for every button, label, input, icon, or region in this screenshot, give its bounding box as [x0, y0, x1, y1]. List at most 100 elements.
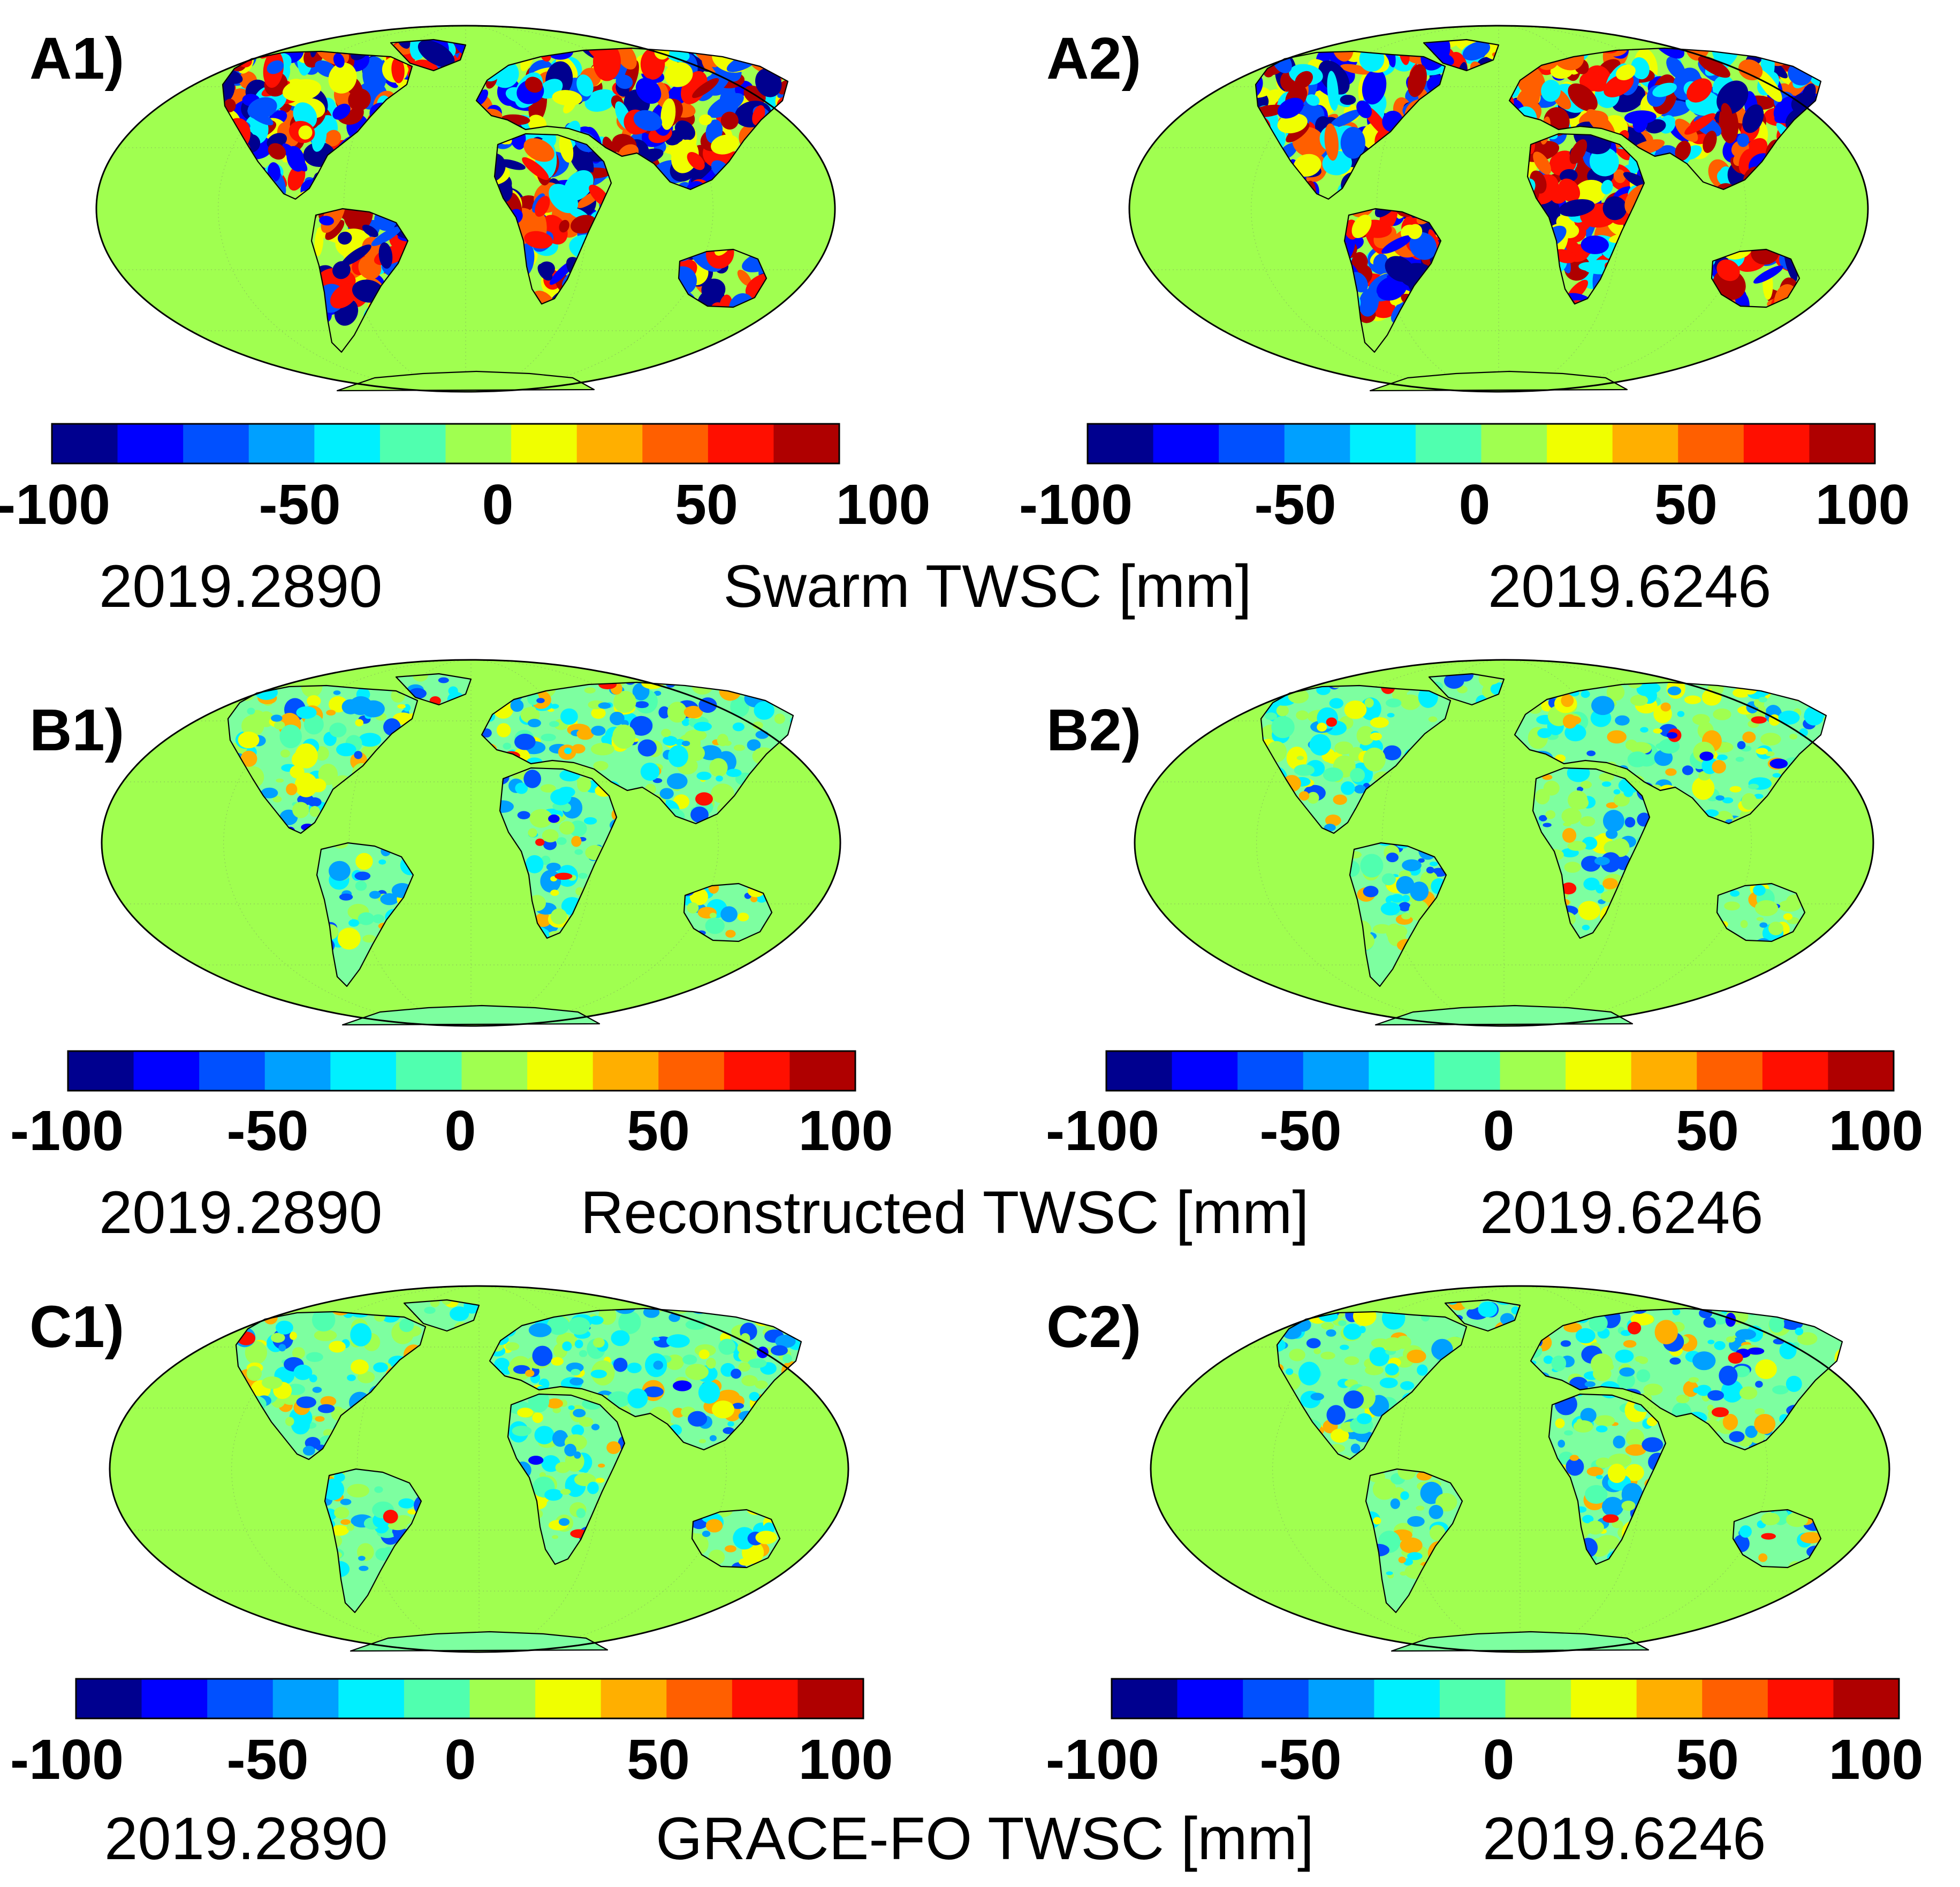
anomaly-blob: [1373, 924, 1392, 934]
anomaly-blob: [1811, 682, 1826, 697]
tick-b2-neg50: -50: [1259, 1099, 1342, 1162]
graticule-meridian: [1251, 26, 1746, 392]
anomaly-blob: [1703, 1317, 1716, 1328]
anomaly-blob: [755, 68, 782, 97]
anomaly-blob: [228, 693, 234, 699]
anomaly-blob: [1385, 698, 1402, 707]
colorbar-bin: [1743, 424, 1810, 463]
anomaly-blob: [770, 1345, 788, 1356]
anomaly-blob: [590, 743, 614, 756]
anomaly-blob: [1400, 1571, 1407, 1576]
anomaly-blob: [591, 1424, 600, 1431]
row-title-b: Reconstructed TWSC [mm]: [580, 1179, 1309, 1246]
anomaly-blob: [330, 1525, 349, 1536]
coastline-africa: [507, 1393, 626, 1565]
anomaly-blob: [296, 706, 317, 719]
coastline-south-america: [1349, 842, 1447, 987]
anomaly-blob: [1790, 40, 1803, 45]
anomaly-blob: [523, 770, 541, 788]
anomaly-blob: [727, 1421, 734, 1427]
anomaly-blob: [1772, 773, 1781, 778]
anomaly-blob: [564, 747, 572, 755]
anomaly-blob: [774, 713, 785, 724]
tick-b1-100: 100: [798, 1099, 893, 1162]
anomaly-blob: [1779, 1342, 1797, 1359]
anomaly-blob: [723, 1427, 735, 1434]
anomaly-blob: [540, 870, 561, 893]
anomaly-blob: [329, 1341, 346, 1353]
anomaly-blob: [351, 1359, 369, 1375]
anomaly-blob: [424, 1306, 436, 1314]
colorbar-bin: [199, 1051, 265, 1091]
anomaly-blob: [308, 797, 322, 807]
map-border: [95, 25, 836, 393]
anomaly-blob: [732, 1403, 744, 1409]
anomaly-blob: [698, 114, 712, 126]
anomaly-blob: [1652, 82, 1677, 97]
anomaly-blob: [551, 1357, 564, 1366]
anomaly-blob: [749, 687, 757, 694]
anomaly-blob: [1778, 900, 1801, 912]
anomaly-blob: [547, 1316, 569, 1335]
anomaly-blob: [528, 1456, 544, 1465]
colorbar-bin: [404, 1679, 470, 1718]
anomaly-blob: [1759, 922, 1768, 928]
anomaly-blob: [319, 216, 334, 226]
coastline-greenland: [390, 39, 467, 72]
anomaly-blob: [750, 895, 758, 903]
anomaly-blob: [737, 912, 749, 922]
anomaly-blob: [1330, 109, 1362, 128]
colorbar-bin: [396, 1051, 462, 1091]
anomaly-blob: [766, 1310, 786, 1322]
anomaly-blob: [1756, 1309, 1764, 1314]
anomaly-blob: [1686, 78, 1712, 103]
anomaly-blob: [1615, 715, 1630, 726]
anomaly-blob: [309, 805, 320, 817]
anomaly-blob: [1735, 757, 1744, 762]
anomaly-blob: [1810, 678, 1826, 697]
anomaly-blob: [666, 1334, 690, 1348]
anomaly-blob: [687, 745, 705, 762]
anomaly-blob: [1575, 1328, 1596, 1344]
anomaly-blob: [1567, 790, 1588, 810]
anomaly-blob: [1613, 793, 1630, 807]
anomaly-blob: [1580, 816, 1596, 827]
anomaly-blob: [1653, 728, 1662, 734]
anomaly-blob: [591, 726, 606, 736]
colorbar-bin: [1374, 1679, 1440, 1718]
anomaly-blob: [336, 743, 356, 757]
anomaly-blob: [1737, 741, 1746, 750]
anomaly-blob: [799, 1307, 801, 1313]
anomaly-blob: [1309, 734, 1331, 756]
anomaly-blob: [695, 792, 713, 806]
anomaly-blob: [1751, 1300, 1767, 1314]
anomaly-blob: [1256, 40, 1266, 54]
anomaly-blob: [280, 749, 291, 758]
anomaly-blob: [559, 134, 574, 163]
anomaly-blob: [720, 111, 739, 130]
colorbar-c2: [1111, 1678, 1900, 1719]
anomaly-blob: [550, 789, 572, 805]
anomaly-blob: [1735, 1329, 1757, 1340]
anomaly-blob: [383, 1510, 398, 1524]
anomaly-blob: [355, 719, 364, 727]
tick-a2-50: 50: [1654, 473, 1718, 536]
anomaly-blob: [707, 40, 733, 53]
anomaly-blob: [346, 1523, 354, 1531]
colorbar-bin: [52, 424, 118, 463]
colorbar-bin: [1434, 1051, 1501, 1091]
anomaly-blob: [733, 744, 746, 751]
anomaly-blob: [1399, 870, 1411, 878]
anomaly-blob: [276, 778, 284, 783]
anomaly-blob: [1370, 732, 1382, 741]
anomaly-blob: [1658, 739, 1680, 754]
anomaly-blob: [1340, 127, 1365, 159]
colorbar-bin: [1153, 424, 1219, 463]
coastline-south-america: [1343, 208, 1442, 353]
anomaly-blob: [1562, 714, 1577, 729]
anomaly-blob: [1580, 1407, 1597, 1423]
anomaly-blob: [1539, 815, 1547, 821]
anomaly-blob: [1585, 1485, 1608, 1504]
anomaly-blob: [1676, 1394, 1690, 1404]
anomaly-blob: [582, 1466, 589, 1473]
